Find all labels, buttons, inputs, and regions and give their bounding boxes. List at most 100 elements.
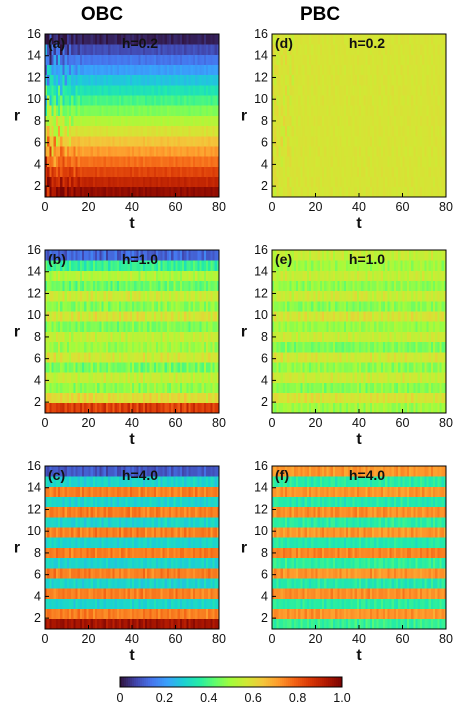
heatmap-cell xyxy=(199,166,202,178)
heatmap-cell xyxy=(45,588,48,599)
heatmap-cell xyxy=(136,618,139,630)
heatmap-cell xyxy=(443,125,447,137)
heatmap-cell xyxy=(391,115,395,127)
heatmap-cell xyxy=(350,176,353,188)
heatmap-cell xyxy=(155,300,159,312)
heatmap-cell xyxy=(81,146,85,157)
heatmap-cell xyxy=(103,156,107,167)
heatmap-cell xyxy=(192,300,196,312)
heatmap-cell xyxy=(99,537,102,548)
heatmap-cell xyxy=(177,321,181,332)
heatmap-cell xyxy=(398,125,401,137)
heatmap-cell xyxy=(101,567,105,579)
heatmap-cell xyxy=(123,496,126,508)
heatmap-cell xyxy=(125,44,129,55)
panel-h-label: h=0.2 xyxy=(122,35,158,51)
heatmap-cell xyxy=(380,135,384,147)
heatmap-cell xyxy=(419,166,423,178)
heatmap-cell xyxy=(177,486,181,497)
heatmap-cell xyxy=(195,176,198,188)
heatmap-cell xyxy=(103,125,107,137)
heatmap-cell xyxy=(99,372,102,383)
heatmap-cell xyxy=(134,392,137,404)
y-tick-label: 14 xyxy=(27,265,41,279)
heatmap-cell xyxy=(136,166,139,178)
heatmap-cell xyxy=(132,527,135,538)
heatmap-cell xyxy=(278,176,282,188)
heatmap-cell xyxy=(339,125,342,137)
heatmap-cell xyxy=(129,537,133,548)
heatmap-cell xyxy=(359,74,362,86)
heatmap-cell xyxy=(68,578,72,589)
heatmap-cell xyxy=(81,341,85,353)
heatmap-cell xyxy=(208,598,211,610)
heatmap-cell xyxy=(426,64,429,76)
heatmap-cell xyxy=(142,362,146,373)
heatmap-cell xyxy=(171,557,174,569)
heatmap-cell xyxy=(199,588,202,599)
heatmap-cell xyxy=(184,300,187,312)
heatmap-cell xyxy=(188,64,192,76)
heatmap-cell xyxy=(369,115,373,127)
heatmap-cell xyxy=(138,186,142,198)
heatmap-cell xyxy=(125,557,129,569)
heatmap-cell xyxy=(151,506,155,518)
heatmap-cell xyxy=(90,270,94,281)
heatmap-cell xyxy=(66,486,70,497)
heatmap-cell xyxy=(208,54,211,65)
heatmap-cell xyxy=(77,527,81,538)
heatmap-cell xyxy=(55,146,59,157)
heatmap-cell xyxy=(86,496,89,508)
heatmap-cell xyxy=(363,176,366,188)
heatmap-cell xyxy=(398,115,401,127)
heatmap-cell xyxy=(203,516,207,528)
heatmap-cell xyxy=(127,382,131,394)
heatmap-cell xyxy=(95,392,98,404)
heatmap-cell xyxy=(142,311,146,322)
heatmap-cell xyxy=(443,156,447,167)
heatmap-cell xyxy=(99,176,102,188)
heatmap-cell xyxy=(164,280,168,292)
heatmap-cell xyxy=(90,466,94,477)
heatmap-cell xyxy=(134,156,137,167)
heatmap-cell xyxy=(201,105,205,116)
heatmap-cell xyxy=(203,382,207,394)
heatmap-cell xyxy=(443,95,447,106)
heatmap-cell xyxy=(64,618,68,630)
heatmap-cell xyxy=(369,84,373,96)
heatmap-cell xyxy=(192,618,196,630)
heatmap-cell xyxy=(55,608,59,620)
heatmap-cell xyxy=(308,125,312,137)
heatmap-cell xyxy=(298,84,301,96)
heatmap-cell xyxy=(147,250,150,261)
heatmap-cell xyxy=(291,166,295,178)
heatmap-cell xyxy=(129,466,133,477)
heatmap-cell xyxy=(205,392,209,404)
heatmap-cell xyxy=(201,84,205,96)
heatmap-cell xyxy=(395,146,399,157)
heatmap-cell xyxy=(208,64,211,76)
heatmap-cell xyxy=(182,146,185,157)
heatmap-cell xyxy=(188,156,192,167)
heatmap-cell xyxy=(341,176,345,188)
heatmap-cell xyxy=(328,105,332,116)
heatmap-cell xyxy=(190,280,194,292)
heatmap-cell xyxy=(90,598,94,610)
heatmap-cell xyxy=(149,74,152,86)
heatmap-cell xyxy=(71,567,74,579)
heatmap-cell xyxy=(60,135,63,147)
heatmap-cell xyxy=(155,476,159,487)
heatmap-cell xyxy=(88,496,92,508)
heatmap-cell xyxy=(155,392,159,404)
heatmap-cell xyxy=(210,186,213,198)
heatmap-cell xyxy=(426,105,429,116)
heatmap-cell xyxy=(177,300,181,312)
heatmap-cell xyxy=(173,466,176,477)
heatmap-cell xyxy=(419,156,423,167)
heatmap-cell xyxy=(77,402,81,414)
heatmap-cell xyxy=(140,618,144,630)
heatmap-cell xyxy=(177,527,181,538)
heatmap-cell xyxy=(175,125,179,137)
heatmap-cell xyxy=(62,466,65,477)
heatmap-cell xyxy=(73,260,76,271)
